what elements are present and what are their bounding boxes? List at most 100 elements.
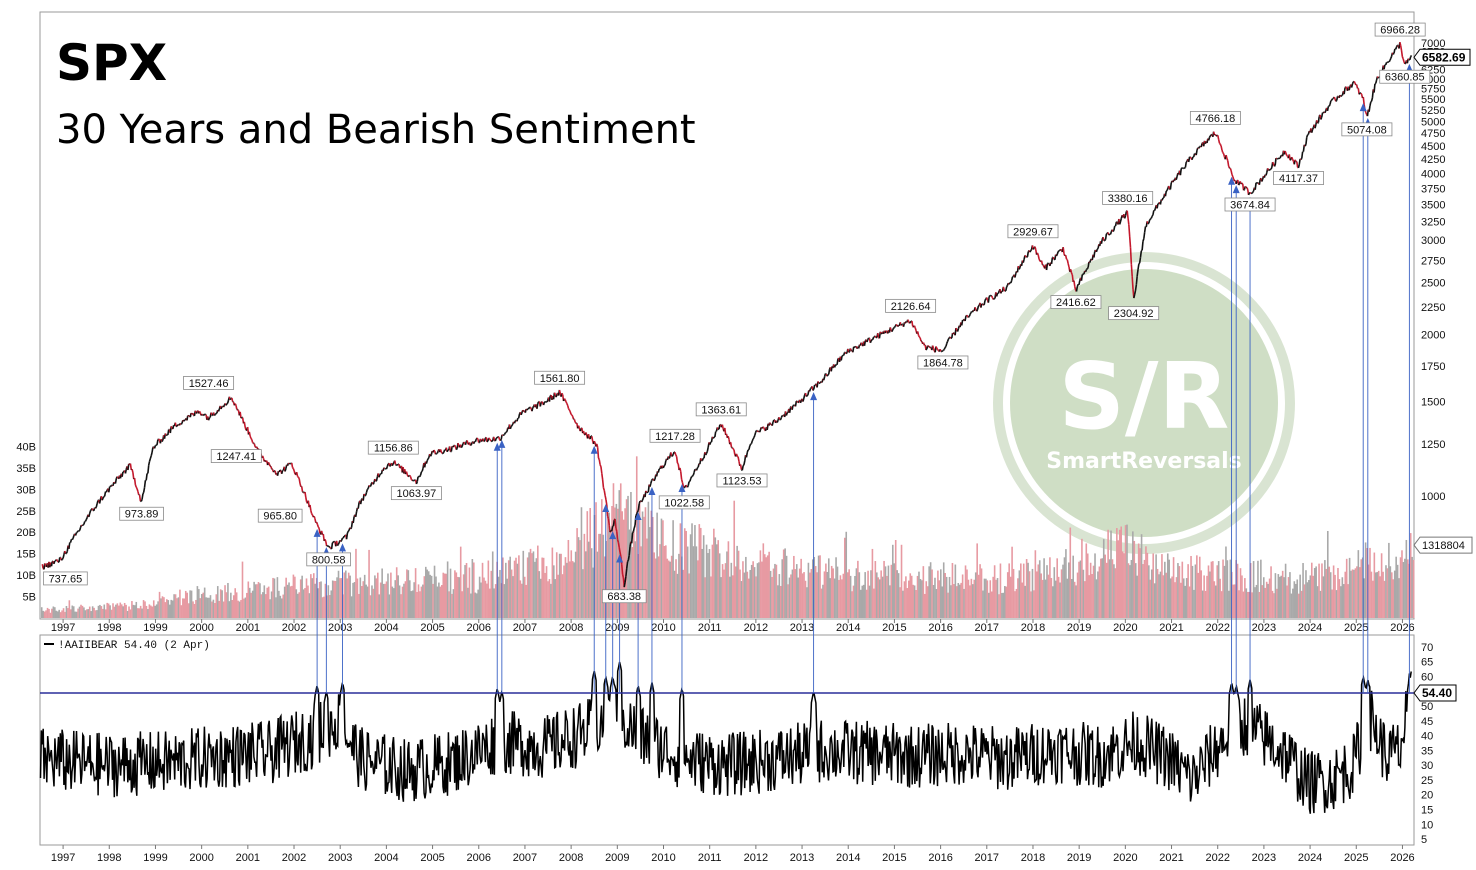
price-line-segment	[1232, 178, 1236, 182]
price-line-segment	[1187, 156, 1191, 163]
price-line-segment	[202, 413, 206, 416]
price-line-segment	[913, 325, 916, 329]
volume-bar	[1193, 589, 1195, 618]
volume-bar	[1305, 570, 1307, 618]
volume-bar	[698, 524, 701, 618]
volume-bar	[685, 530, 688, 618]
price-line-segment	[1208, 135, 1212, 138]
volume-bar	[139, 605, 142, 618]
price-line-segment	[566, 403, 569, 406]
price-line-segment	[1151, 214, 1154, 217]
price-line-segment	[985, 297, 989, 301]
price-line-segment	[870, 339, 873, 342]
price-line-segment	[681, 482, 685, 487]
volume-bar	[919, 578, 922, 618]
price-line-segment	[632, 527, 635, 532]
volume-bar	[813, 556, 816, 618]
volume-bar	[534, 561, 536, 618]
price-line-segment	[757, 430, 760, 433]
price-line-segment	[621, 573, 625, 579]
price-annotation-box	[1007, 224, 1059, 239]
price-x-tick: 2026	[1390, 622, 1414, 634]
price-annotation: 4117.37	[1279, 173, 1318, 185]
price-line-segment	[1128, 236, 1132, 248]
volume-bar	[1001, 592, 1003, 618]
volume-bar	[1267, 583, 1269, 618]
volume-bar	[502, 557, 504, 618]
volume-bar	[150, 605, 152, 618]
volume-bar	[360, 586, 363, 618]
volume-bar	[282, 594, 285, 618]
price-line-segment	[435, 452, 437, 455]
price-line-segment	[527, 406, 531, 410]
volume-bar	[1341, 577, 1344, 618]
price-line-segment	[85, 517, 88, 520]
volume-bar	[65, 605, 68, 618]
volume-bar	[522, 550, 525, 618]
volume-bar	[1075, 585, 1077, 618]
price-line-segment	[383, 467, 386, 470]
price-line-segment	[964, 315, 967, 322]
volume-bar	[369, 595, 372, 618]
volume-bar	[311, 578, 314, 618]
sentiment-y-tick: 45	[1421, 716, 1433, 728]
price-line-segment	[714, 431, 717, 438]
volume-bar	[998, 594, 1000, 618]
price-line-segment	[346, 530, 349, 534]
volume-bar	[1245, 588, 1248, 618]
price-y-tick: 5000	[1421, 116, 1445, 128]
volume-bar	[841, 579, 843, 618]
volume-bar	[168, 604, 171, 618]
price-line-segment	[483, 437, 487, 442]
volume-bar	[1370, 571, 1373, 618]
price-x-tick: 2016	[928, 622, 952, 634]
price-line-segment	[634, 515, 637, 526]
volume-bar	[394, 580, 397, 618]
volume-bar	[611, 506, 613, 618]
price-line-segment	[1399, 45, 1403, 51]
volume-bar	[553, 565, 555, 618]
price-line-segment	[1362, 96, 1365, 105]
price-annotation: 4766.18	[1196, 113, 1236, 125]
price-line-segment	[1038, 258, 1041, 262]
volume-bar	[749, 569, 752, 618]
volume-bar	[1139, 548, 1141, 618]
volume-bar	[403, 583, 405, 618]
volume-bar	[99, 604, 101, 618]
price-line-segment	[1189, 156, 1192, 159]
volume-bar	[356, 578, 359, 618]
volume-bar	[483, 577, 485, 618]
price-line-segment	[931, 345, 935, 349]
volume-bar	[448, 591, 450, 618]
price-line-segment	[579, 428, 582, 432]
volume-bar	[516, 563, 519, 618]
price-line-segment	[1410, 55, 1413, 58]
volume-bar	[590, 548, 593, 618]
volume-bar	[560, 553, 562, 618]
price-line-segment	[706, 447, 709, 452]
price-line-segment	[421, 468, 424, 472]
volume-bar	[1082, 569, 1085, 618]
price-y-tick: 3000	[1421, 235, 1445, 247]
sentiment-x-tick: 2012	[744, 852, 768, 864]
price-line-segment	[372, 482, 375, 485]
volume-y-tick: 35B	[16, 463, 36, 475]
volume-bar	[679, 523, 682, 618]
price-annotation: 2929.67	[1013, 226, 1053, 238]
volume-bar	[189, 590, 191, 618]
volume-bar	[1069, 527, 1072, 618]
price-line-segment	[138, 494, 142, 502]
price-line-segment	[1241, 183, 1245, 191]
volume-bar	[521, 583, 523, 618]
volume-bar	[195, 599, 197, 618]
volume-bar	[873, 588, 875, 618]
price-annotation-box	[1273, 171, 1324, 185]
price-line-segment	[1299, 158, 1302, 161]
volume-bar	[1190, 555, 1192, 618]
volume-bar	[247, 581, 250, 618]
volume-bar	[736, 545, 738, 618]
sentiment-x-tick: 2019	[1067, 852, 1091, 864]
price-line-segment	[1086, 267, 1089, 270]
volume-bar	[170, 599, 173, 618]
arrow-head	[616, 554, 624, 563]
